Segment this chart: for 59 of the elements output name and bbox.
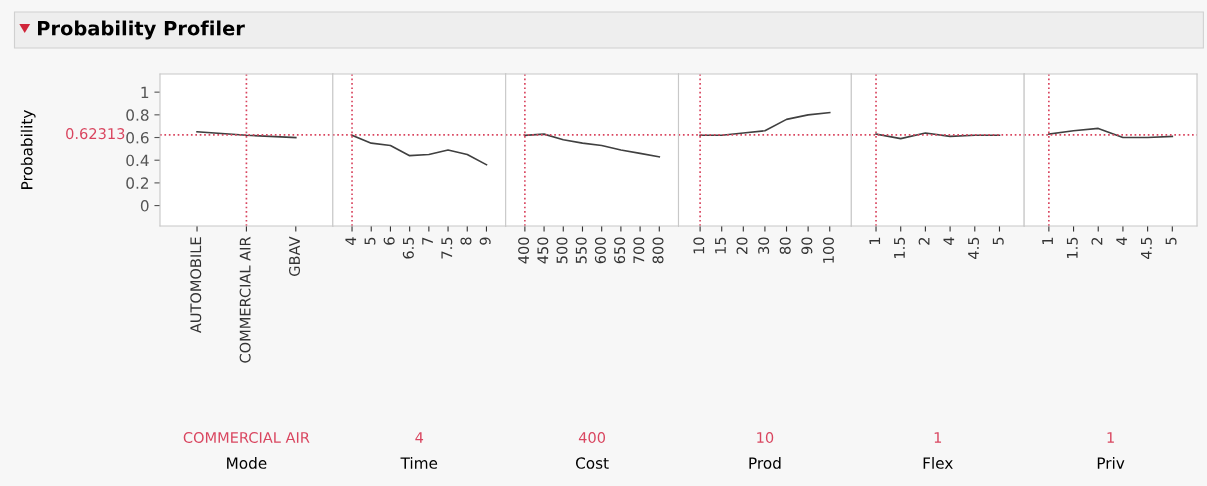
x-tick-label: 30 (758, 237, 770, 254)
x-tick-label: GBAV (289, 236, 301, 276)
x-tick-label: 80 (779, 237, 791, 254)
text: 1 (934, 432, 942, 443)
x-axis-title: Cost (575, 457, 609, 469)
x-tick-label: 20 (736, 237, 748, 254)
x-tick-label: 600 (594, 237, 606, 264)
text: COMMERCIAL AIR (183, 432, 310, 444)
x-tick-label: 700 (633, 237, 645, 264)
x-tick-label: 400 (518, 237, 530, 264)
x-tick-label: 4 (345, 237, 357, 245)
x-tick-label: 4 (1116, 237, 1127, 245)
text: 400 (578, 432, 606, 444)
x-tick-label: 5 (1165, 237, 1177, 245)
y-tick-label: 0.4 (126, 154, 149, 167)
x-tick-label: 6.5 (402, 237, 414, 259)
x-tick-label: 15 (715, 237, 726, 254)
x-tick-label: 450 (537, 237, 549, 264)
y-axis-title: Probability (20, 110, 36, 189)
x-tick-label: 7.5 (441, 237, 453, 259)
x-tick-label: 500 (556, 237, 568, 264)
text: 1 (1107, 432, 1114, 443)
x-tick-label: 90 (801, 237, 813, 255)
y-tick-label: 0 (140, 200, 149, 212)
x-tick-label: 650 (614, 237, 626, 264)
y-tick-label: 0.8 (126, 109, 149, 121)
y-tick-label: 0.6 (126, 131, 149, 144)
x-tick-label: 5 (364, 237, 376, 245)
x-axis-title: Mode (227, 457, 267, 469)
x-tick-label: 1.5 (894, 237, 905, 259)
x-tick-label: 4.5 (1141, 237, 1152, 259)
x-tick-label: AUTOMOBILE (190, 237, 202, 334)
text: 4 (415, 432, 424, 443)
x-tick-label: 1.5 (1066, 237, 1078, 259)
x-tick-label: 7 (422, 237, 433, 245)
x-tick-label: 4.5 (968, 237, 980, 259)
x-tick-label: 10 (693, 237, 705, 254)
x-tick-label: 4 (943, 237, 955, 245)
x-tick-label: 8 (460, 237, 472, 245)
x-tick-label: 800 (652, 237, 664, 264)
ref-line-label: 0.62313 (66, 128, 125, 140)
x-tick-label: 9 (479, 237, 491, 245)
x-tick-label: 1 (1042, 237, 1053, 245)
x-axis-title: Prod (749, 457, 781, 469)
y-tick-label: 0.2 (126, 177, 149, 189)
x-tick-label: COMMERCIAL AIR (239, 236, 251, 363)
y-tick-label: 1 (141, 86, 149, 98)
x-tick-label: 2 (1091, 237, 1103, 245)
chart-title: Probability Profiler (38, 20, 245, 40)
x-tick-label: 550 (575, 237, 587, 264)
x-tick-label: 5 (992, 237, 1004, 245)
x-tick-label: 1 (869, 237, 881, 245)
x-tick-label: 2 (918, 237, 930, 245)
x-tick-label: 100 (822, 237, 834, 263)
x-tick-label: 6 (383, 237, 395, 245)
x-axis-title: Time (400, 457, 438, 469)
text: 10 (757, 432, 774, 444)
x-axis-title: Priv (1097, 457, 1125, 469)
x-axis-title: Flex (923, 457, 953, 469)
